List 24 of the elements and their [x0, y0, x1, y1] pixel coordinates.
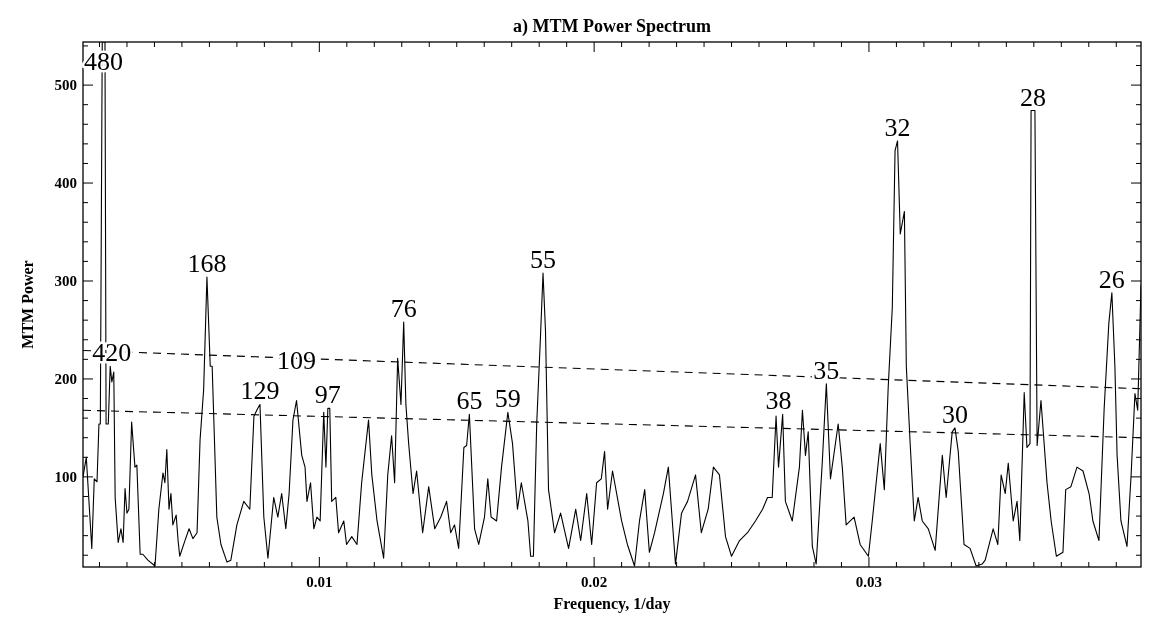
annotation: 59 [494, 384, 521, 414]
annotation: 55 [530, 245, 557, 275]
x-tick-label: 0.01 [306, 574, 333, 590]
y-tick-label: 500 [54, 77, 77, 94]
annotation: 38 [765, 386, 792, 416]
annotation: 65 [456, 386, 483, 416]
x-axis-title: Frequency, 1/day [553, 595, 671, 613]
annotation: 32 [884, 112, 911, 142]
chart-title: a) MTM Power Spectrum [512, 16, 712, 37]
y-tick-label: 100 [54, 468, 77, 485]
annotation: 97 [314, 380, 341, 410]
y-tick-label: 200 [54, 370, 77, 387]
x-tick-label: 0.02 [581, 574, 608, 590]
y-tick-label: 400 [54, 175, 77, 192]
annotation: 28 [1020, 82, 1046, 112]
annotation: 26 [1098, 264, 1125, 294]
annotation: 129 [240, 376, 280, 406]
annotation: 35 [813, 355, 840, 385]
annotation: 168 [187, 249, 227, 279]
annotation: 76 [390, 294, 417, 324]
y-axis-title: MTM Power [19, 260, 36, 349]
x-tick-label: 0.03 [855, 574, 883, 590]
annotation: 30 [941, 399, 968, 429]
y-tick-label: 300 [54, 272, 77, 289]
